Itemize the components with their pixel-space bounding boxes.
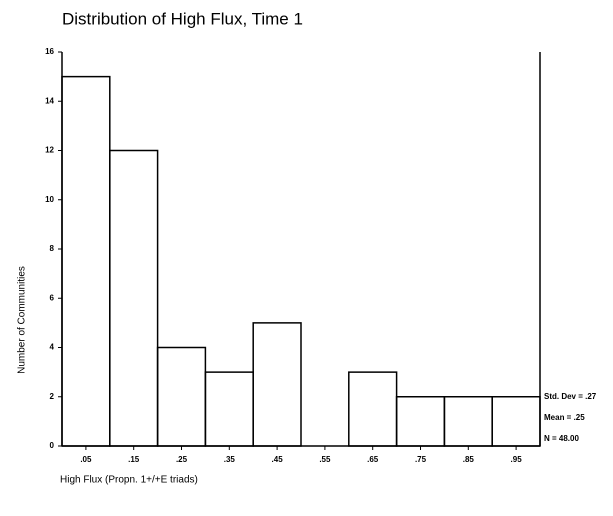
bar [348, 371, 398, 447]
y-tick-label: 16 [45, 47, 54, 56]
bar [61, 75, 111, 447]
y-tick-label: 2 [50, 392, 55, 401]
x-tick-label: .65 [367, 455, 379, 464]
bar [204, 371, 254, 447]
bar [252, 322, 302, 447]
stats-label: N = 48.00 [544, 434, 579, 443]
bar [109, 149, 159, 447]
x-tick-label: .35 [224, 455, 236, 464]
x-tick-label: .85 [463, 455, 475, 464]
x-tick-label: .45 [272, 455, 284, 464]
chart-title: Distribution of High Flux, Time 1 [62, 9, 303, 28]
y-tick-label: 6 [50, 293, 55, 302]
y-tick-label: 14 [45, 96, 54, 105]
x-tick-label: .25 [176, 455, 188, 464]
x-axis-label: High Flux (Propn. 1+/+E triads) [60, 475, 198, 486]
y-tick-label: 12 [45, 146, 54, 155]
x-tick-label: .75 [415, 455, 427, 464]
x-tick-label: .15 [128, 455, 140, 464]
y-tick-label: 10 [45, 195, 54, 204]
bar [156, 346, 207, 447]
x-tick-label: .05 [80, 455, 92, 464]
x-tick-label: .95 [511, 455, 523, 464]
y-tick-label: 4 [50, 343, 55, 352]
y-axis-label: Number of Communities [17, 266, 28, 374]
y-tick-label: 8 [50, 244, 55, 253]
stats-label: Mean = .25 [544, 413, 585, 422]
stats-label: Std. Dev = .27 [544, 392, 597, 401]
bar [443, 396, 493, 447]
x-tick-label: .55 [319, 455, 331, 464]
bar [491, 396, 541, 447]
bar [395, 396, 446, 447]
y-tick-label: 0 [50, 441, 55, 450]
